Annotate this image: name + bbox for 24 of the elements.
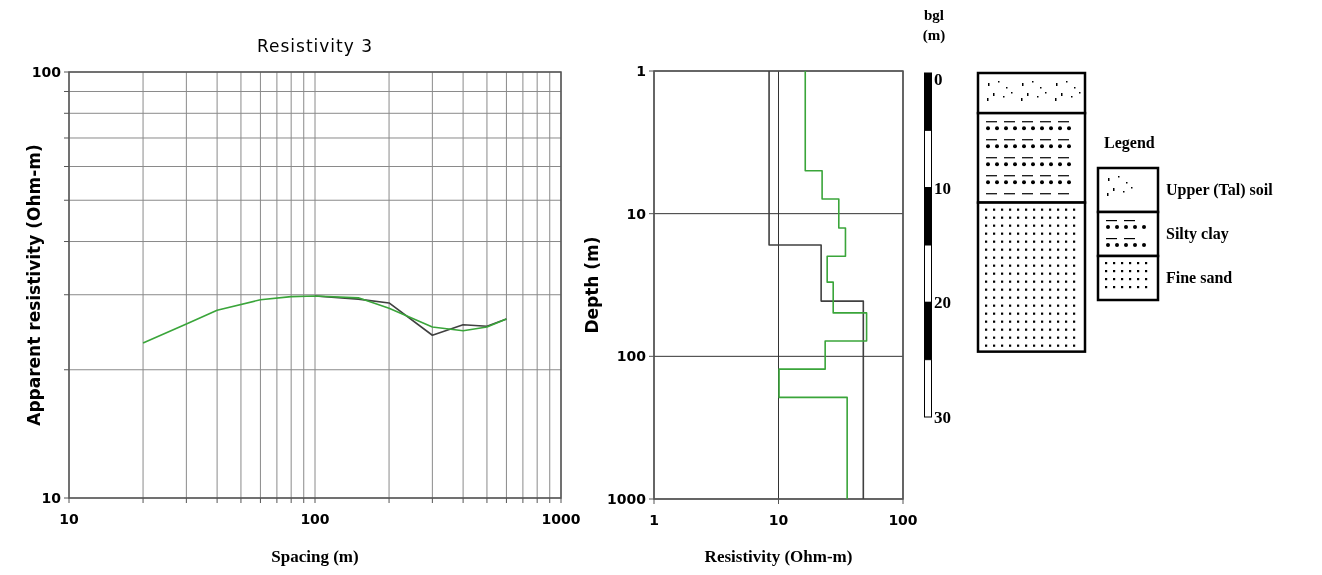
legend-label: Fine sand	[1166, 269, 1233, 286]
y-axis-title: Apparent resistivity (Ohm-m)	[24, 144, 44, 426]
y-tick-label: 0	[934, 70, 943, 89]
legend-label: Upper (Tal) soil	[1166, 181, 1274, 199]
y-tick-label: 30	[934, 408, 951, 427]
legend-title: Legend	[1104, 134, 1155, 152]
x-tick-label: 1	[649, 512, 659, 528]
legend-label: Silty clay	[1166, 225, 1229, 243]
y-tick-label: 10	[626, 205, 647, 222]
x-tick-label: 100	[888, 512, 918, 528]
y-axis-title: Depth (m)	[582, 236, 602, 334]
y-tick-label: 10	[934, 178, 951, 198]
y-axis-title: bgl (m)	[922, 7, 946, 44]
chart-title: Resistivity 3	[256, 36, 374, 56]
y-tick-label: 20	[934, 293, 951, 313]
x-axis-title: Resistivity (Ohm-m)	[704, 547, 853, 566]
x-tick-label: 10	[59, 511, 79, 527]
x-tick-label: 100	[300, 511, 330, 527]
y-tick-label: 1	[636, 63, 646, 79]
x-tick-label: 10	[768, 512, 789, 528]
y-tick-label: 100	[616, 348, 647, 365]
y-tick-label: 1000	[607, 491, 647, 507]
x-tick-label: 1000	[541, 511, 581, 527]
x-axis-title: Spacing (m)	[271, 547, 359, 566]
